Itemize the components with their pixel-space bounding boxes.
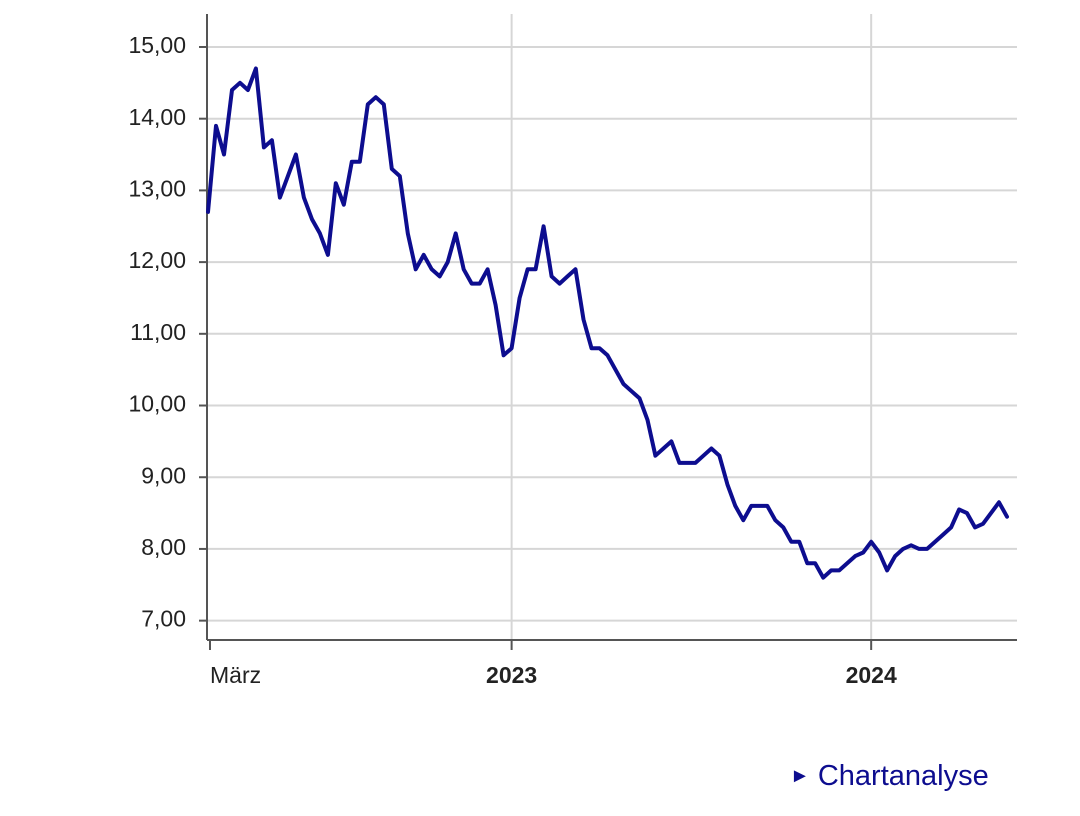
arrow-icon: ► bbox=[790, 765, 810, 787]
y-tick-label: 10,00 bbox=[128, 391, 186, 417]
y-tick-label: 13,00 bbox=[128, 175, 186, 201]
chartanalyse-link[interactable]: ► Chartanalyse bbox=[790, 760, 989, 793]
link-label: Chartanalyse bbox=[817, 760, 989, 792]
y-tick-label: 15,00 bbox=[128, 32, 186, 58]
y-tick-label: 14,00 bbox=[128, 104, 186, 130]
y-tick-label: 12,00 bbox=[128, 247, 186, 273]
x-tick-label: 2024 bbox=[846, 662, 897, 688]
x-tick-label: März bbox=[210, 662, 261, 688]
x-tick-label: 2023 bbox=[486, 662, 537, 688]
y-tick-label: 8,00 bbox=[141, 534, 186, 560]
price-line bbox=[206, 66, 1009, 580]
y-tick-label: 7,00 bbox=[141, 606, 186, 632]
y-tick-label: 9,00 bbox=[141, 462, 186, 488]
y-tick-label: 11,00 bbox=[130, 319, 186, 345]
